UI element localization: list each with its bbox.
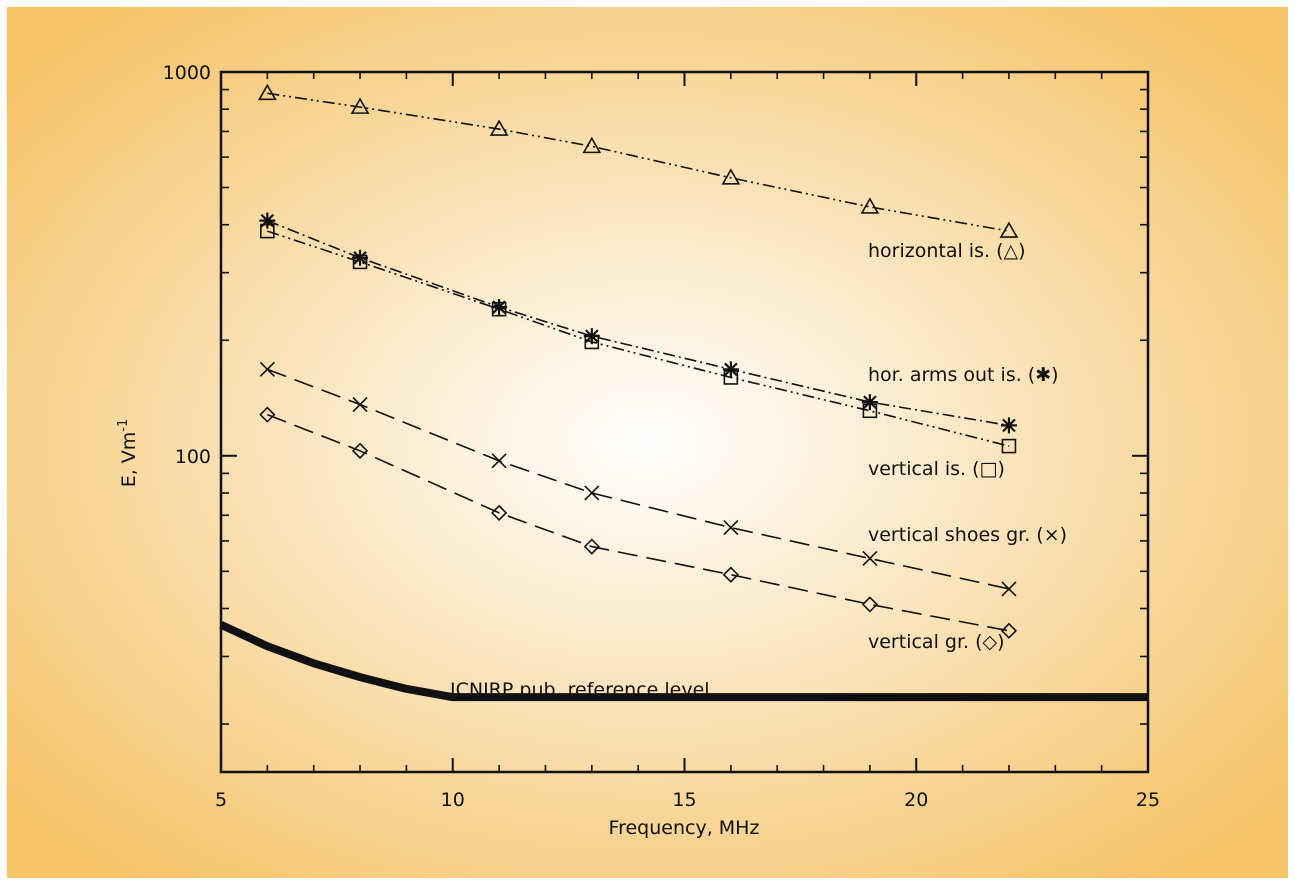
x-stroke [723, 520, 739, 536]
x-tick-label: 15 [672, 789, 696, 811]
data-point-asterisk [352, 249, 369, 266]
data-point-triangle [489, 119, 509, 136]
data-point-asterisk [722, 361, 739, 378]
x-tick-label: 25 [1136, 789, 1160, 811]
y-tick-label: 1000 [163, 62, 211, 84]
asterisk-stroke [1002, 418, 1016, 433]
y-axis-label-exponent: -1 [116, 419, 131, 432]
x-stroke [584, 485, 600, 501]
data-point-diamond [490, 504, 508, 522]
panel-background [7, 7, 1288, 878]
data-point-diamond [583, 538, 600, 555]
asterisk-stroke [863, 395, 877, 409]
series-diamond [259, 406, 1018, 639]
series-triangle [257, 83, 1019, 238]
plot-layer [219, 83, 1148, 702]
reference-level-line [219, 621, 1148, 702]
y-axis-label: E, Vm-1 [116, 419, 140, 488]
data-point-diamond [861, 596, 879, 613]
data-point-asterisk [1000, 417, 1017, 434]
data-point-diamond [722, 566, 739, 583]
data-point-x [491, 453, 507, 469]
x-stroke [862, 550, 878, 567]
x-stroke [259, 361, 275, 377]
x-tick-label: 10 [441, 789, 465, 811]
series-label: vertical shoes gr. (×) [868, 524, 1067, 546]
data-point-square [491, 301, 507, 317]
x-axis-label: Frequency, MHz [609, 817, 760, 839]
data-point-triangle [350, 97, 370, 114]
series-label: horizontal is. (△) [868, 240, 1026, 262]
data-point-x [352, 396, 368, 413]
data-point-x [862, 550, 878, 567]
series-square [260, 223, 1017, 454]
data-point-triangle [999, 221, 1019, 238]
data-point-triangle [860, 197, 880, 214]
data-point-square [352, 254, 368, 270]
series-line [267, 92, 1010, 232]
x-stroke [352, 396, 368, 413]
data-point-square [260, 223, 275, 239]
data-point-x [584, 485, 600, 501]
data-point-x [259, 361, 275, 377]
series-label: hor. arms out is. (✱) [868, 364, 1059, 386]
x-tick-label: 5 [215, 789, 227, 811]
reference-level-label: ICNIRP pub. reference level [450, 679, 710, 701]
data-point-square [1001, 438, 1017, 454]
data-point-triangle [257, 83, 277, 101]
series-label: vertical gr. (◇) [868, 631, 1005, 653]
labels-layer: 5 10 15 20 25 100 1000 horizontal is. (△) hor. a… [163, 62, 1160, 811]
series-x [259, 361, 1017, 597]
data-point-triangle [582, 136, 602, 154]
data-point-square [723, 370, 739, 385]
y-tick-label: 100 [175, 446, 211, 468]
data-point-diamond [351, 442, 369, 459]
data-point-square [584, 334, 600, 350]
data-point-x [723, 520, 739, 536]
asterisk-stroke [724, 362, 738, 377]
series-label: vertical is. (□) [868, 458, 1005, 480]
series-line [267, 413, 1010, 632]
x-stroke [491, 453, 507, 469]
asterisk-stroke [353, 251, 367, 265]
data-point-diamond [259, 406, 276, 423]
data-point-triangle [721, 168, 741, 185]
data-point-diamond [1000, 622, 1018, 639]
ticks-layer [220, 71, 1149, 772]
x-stroke [1001, 581, 1017, 597]
data-point-asterisk [861, 394, 878, 411]
data-point-asterisk [259, 212, 276, 229]
series-line [267, 230, 1010, 447]
data-point-asterisk [491, 299, 508, 316]
y-axis-label-main: E, Vm [118, 432, 140, 488]
x-tick-label: 20 [904, 789, 928, 811]
data-point-x [1001, 581, 1017, 597]
data-point-square [862, 403, 878, 419]
